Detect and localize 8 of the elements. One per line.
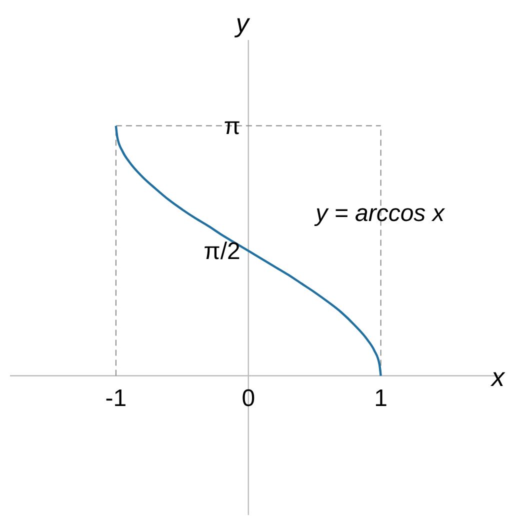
x-tick-label: 0 bbox=[242, 384, 256, 412]
y-axis-title: y bbox=[234, 8, 251, 38]
annotation: y = arccos x bbox=[314, 200, 446, 227]
y-tick-label: π/2 bbox=[204, 238, 240, 265]
x-axis-title: x bbox=[490, 362, 506, 392]
x-tick-label: 1 bbox=[374, 384, 388, 412]
y-tick-label: π bbox=[224, 112, 240, 140]
x-tick-label: -1 bbox=[105, 384, 127, 412]
